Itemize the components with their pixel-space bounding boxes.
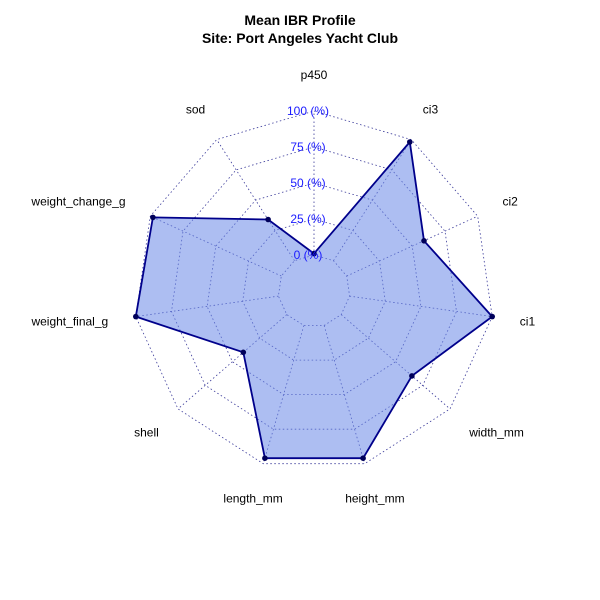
- data-point-shell: [240, 349, 247, 356]
- data-point-width_mm: [409, 373, 415, 379]
- data-point-length_mm: [262, 455, 268, 462]
- axis-label-width_mm: width_mm: [468, 425, 524, 439]
- series-area: [134, 139, 494, 460]
- data-point-p450: [311, 250, 317, 257]
- tick-label-75: 75 (%): [290, 140, 325, 154]
- tick-label-0: 0 (%): [294, 248, 323, 262]
- data-point-weight_change_g: [150, 214, 156, 221]
- tick-label-50: 50 (%): [290, 176, 325, 190]
- data-point-ci3: [407, 139, 413, 145]
- chart-subtitle: Site: Port Angeles Yacht Club: [201, 30, 399, 46]
- axis-label-ci3: ci3: [423, 102, 439, 116]
- data-point-sod: [265, 216, 271, 223]
- axis-label-ci1: ci1: [520, 315, 536, 329]
- axis-label-height_mm: height_mm: [345, 491, 404, 505]
- axis-label-ci2: ci2: [503, 194, 519, 208]
- axis-label-weight_final_g: weight_final_g: [30, 315, 108, 329]
- tick-labels: 0 (%) 25 (%) 50 (%) 75 (%) 100 (%): [287, 104, 329, 262]
- chart-title: Mean IBR Profile: [244, 12, 356, 28]
- axis-label-weight_change_g: weight_change_g: [30, 194, 125, 208]
- axis-label-length_mm: length_mm: [223, 491, 282, 505]
- axis-label-p450: p450: [301, 68, 328, 82]
- data-point-height_mm: [360, 455, 366, 462]
- data-point-ci2: [421, 238, 427, 244]
- data-point-ci1: [489, 313, 496, 320]
- data-point-weight_final_g: [133, 313, 139, 320]
- axis-label-shell: shell: [134, 425, 159, 439]
- grid-ring-75: [171, 146, 457, 430]
- axis-label-sod: sod: [186, 102, 205, 116]
- axis-labels: p450 ci3 ci2 ci1 width_mm height_mm length_mm s…: [30, 68, 535, 505]
- tick-label-100: 100 (%): [287, 104, 329, 118]
- tick-label-25: 25 (%): [290, 212, 325, 226]
- series-layer: [133, 139, 496, 462]
